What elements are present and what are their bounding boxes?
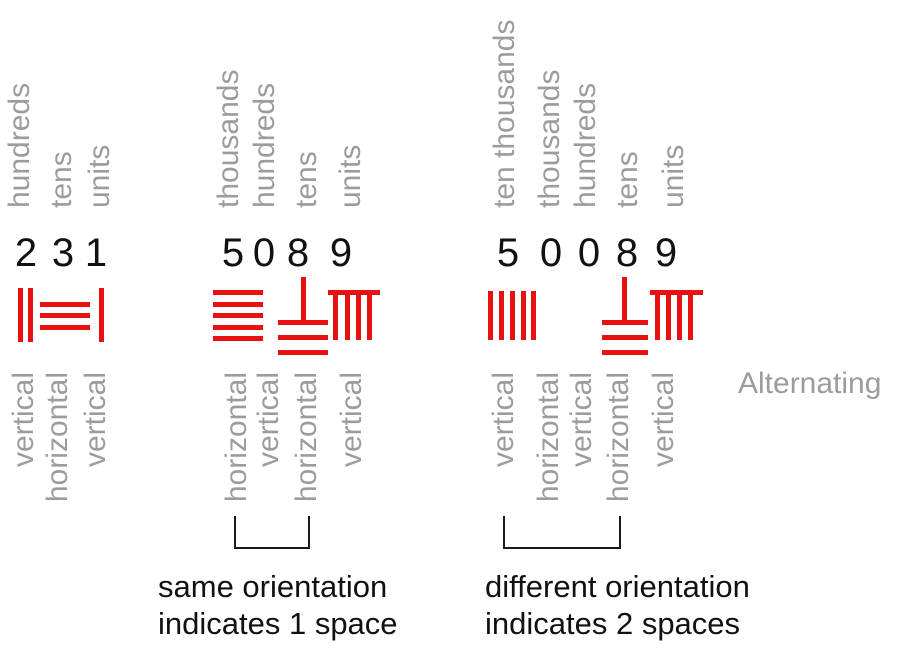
rod-stroke xyxy=(333,290,338,340)
rod-stroke xyxy=(278,320,328,325)
place-label-ten-thousands: ten thousands xyxy=(488,19,521,208)
rod-stroke xyxy=(602,320,648,325)
orientation-label: vertical xyxy=(79,372,112,468)
rod-stroke xyxy=(28,288,33,342)
orientation-label: horizontal xyxy=(602,372,635,503)
rod-stroke xyxy=(213,336,263,341)
digit-tens: 3 xyxy=(51,231,75,275)
rod-stroke xyxy=(655,290,660,340)
orientation-label: vertical xyxy=(647,372,680,468)
orientation-label: horizontal xyxy=(532,372,565,503)
rod-stroke xyxy=(99,288,104,342)
alternating-label: Alternating xyxy=(738,367,882,400)
rod-stroke xyxy=(301,277,306,325)
place-label-tens: tens xyxy=(290,151,323,208)
place-label-thousands: thousands xyxy=(533,69,566,208)
place-label-hundreds: hundreds xyxy=(248,82,281,208)
rod-stroke xyxy=(278,350,328,355)
rod-numeral-3-horizontal xyxy=(40,302,90,330)
digit-units: 9 xyxy=(654,231,678,275)
digit-hundreds: 0 xyxy=(577,231,601,275)
rod-stroke xyxy=(677,290,682,340)
rod-stroke xyxy=(499,291,504,340)
orientation-label: vertical xyxy=(7,372,40,468)
place-label-units: units xyxy=(83,144,116,208)
rod-numeral-8-horizontal xyxy=(278,277,328,355)
rod-stroke xyxy=(688,290,693,340)
orientation-label: horizontal xyxy=(290,372,323,503)
caption-line: different orientation xyxy=(485,569,750,604)
digit-thousands: 5 xyxy=(221,231,245,275)
rod-stroke xyxy=(213,302,263,307)
bracket-one-space xyxy=(234,516,310,549)
orientation-label: vertical xyxy=(335,372,368,468)
place-label-tens: tens xyxy=(45,151,78,208)
rod-stroke xyxy=(213,290,263,295)
rod-stroke xyxy=(213,325,263,330)
orientation-label: horizontal xyxy=(220,372,253,503)
rod-stroke xyxy=(488,291,493,340)
rod-stroke xyxy=(650,290,703,295)
rod-stroke xyxy=(531,291,536,340)
bracket-two-spaces xyxy=(503,516,621,549)
rod-stroke xyxy=(602,335,648,340)
rod-numeral-9-vertical xyxy=(650,290,703,340)
digit-hundreds: 2 xyxy=(14,231,38,275)
rod-stroke xyxy=(40,325,90,330)
rod-stroke xyxy=(666,290,671,340)
rod-stroke xyxy=(356,290,361,340)
rod-stroke xyxy=(18,288,23,342)
rod-stroke xyxy=(367,290,372,340)
rod-stroke xyxy=(622,277,627,325)
place-label-thousands: thousands xyxy=(212,69,245,208)
digit-units: 9 xyxy=(329,231,353,275)
place-label-units: units xyxy=(334,144,367,208)
caption-line: indicates 1 space xyxy=(158,606,398,641)
orientation-label: vertical xyxy=(252,372,285,468)
rod-stroke xyxy=(40,313,90,318)
digit-thousands: 0 xyxy=(539,231,563,275)
rod-numeral-1-vertical xyxy=(99,288,104,342)
rod-stroke xyxy=(278,335,328,340)
rod-numeral-8-horizontal xyxy=(602,277,648,355)
rod-numeral-5-vertical xyxy=(488,291,536,340)
digit-hundreds: 0 xyxy=(252,231,276,275)
orientation-label: horizontal xyxy=(41,372,74,503)
orientation-label: vertical xyxy=(487,372,520,468)
caption-two-spaces: different orientation indicates 2 spaces xyxy=(485,568,750,642)
rod-stroke xyxy=(40,302,90,307)
rod-stroke xyxy=(213,313,263,318)
orientation-label: vertical xyxy=(565,372,598,468)
rod-numeral-9-vertical xyxy=(328,290,381,340)
rod-stroke xyxy=(521,291,526,340)
place-label-hundreds: hundreds xyxy=(3,82,36,208)
place-label-tens: tens xyxy=(611,151,644,208)
rod-stroke xyxy=(345,290,350,340)
caption-line: indicates 2 spaces xyxy=(485,606,741,641)
caption-line: same orientation xyxy=(158,569,388,604)
digit-ten-thousands: 5 xyxy=(496,231,520,275)
rod-stroke xyxy=(602,350,648,355)
digit-tens: 8 xyxy=(615,231,639,275)
digit-tens: 8 xyxy=(286,231,310,275)
place-label-units: units xyxy=(657,144,690,208)
rod-stroke xyxy=(328,290,380,295)
rod-numeral-5-horizontal xyxy=(213,290,263,341)
caption-one-space: same orientation indicates 1 space xyxy=(158,568,398,642)
rod-numeral-2-vertical xyxy=(18,288,33,342)
digit-units: 1 xyxy=(84,231,108,275)
place-label-hundreds: hundreds xyxy=(569,82,602,208)
rod-stroke xyxy=(510,291,515,340)
